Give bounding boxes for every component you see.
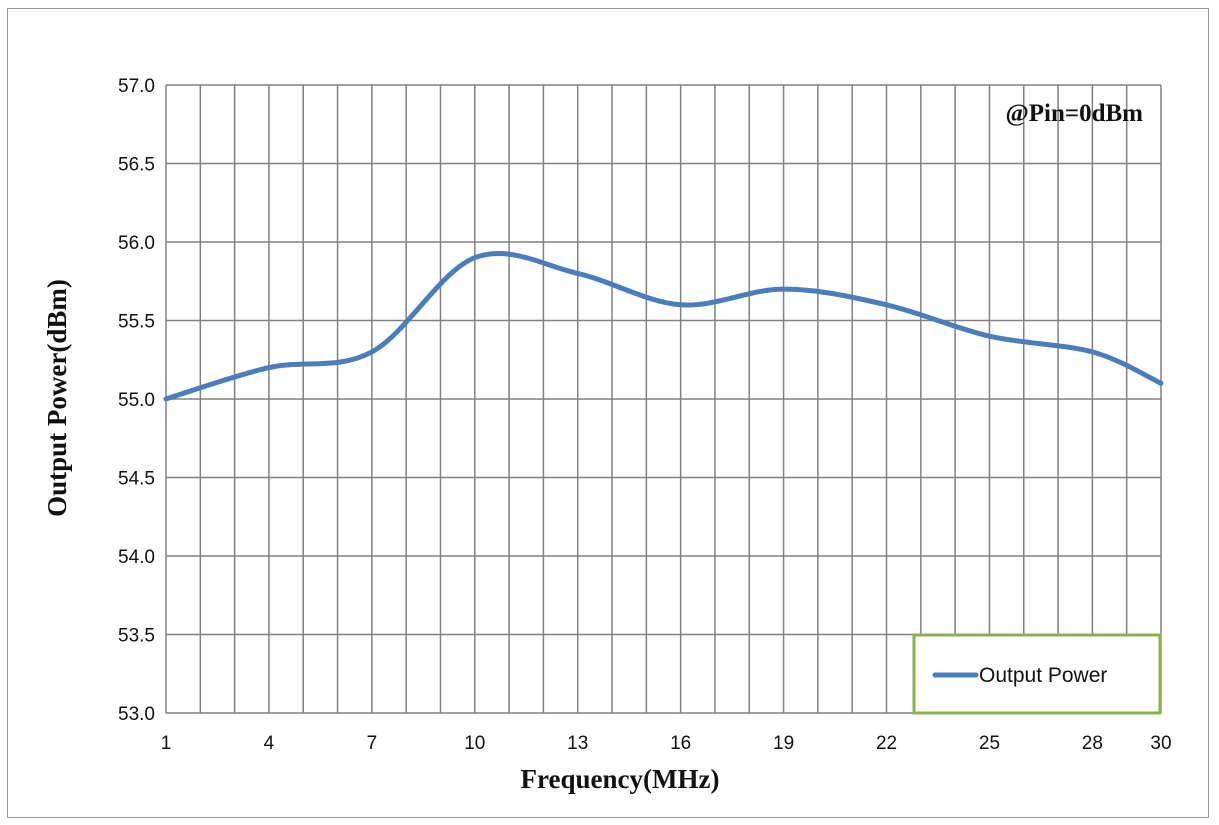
legend-label: Output Power: [979, 664, 1107, 687]
x-axis-title: Frequency(MHz): [521, 764, 720, 794]
x-tick-label: 22: [876, 733, 897, 754]
x-tick-label: 30: [1150, 733, 1171, 754]
x-tick-label: 4: [264, 733, 275, 754]
grid: [165, 84, 1162, 714]
series-layer: [163, 251, 1164, 402]
y-tick-label: 56.0: [118, 233, 155, 254]
y-tick-label: 53.5: [118, 626, 155, 647]
y-tick-label: 54.5: [118, 469, 155, 490]
y-axis-title: Output Power(dBm): [42, 279, 72, 517]
x-tick-label: 10: [464, 733, 485, 754]
x-tick-labels: 1 4 7 10 13 16 19 22 25 28 30: [161, 733, 1172, 754]
legend: Output Power: [912, 633, 1162, 715]
y-tick-label: 56.5: [118, 155, 155, 176]
y-tick-label: 57.0: [118, 76, 155, 97]
y-tick-label: 54.0: [118, 547, 155, 568]
x-tick-label: 1: [161, 733, 172, 754]
x-tick-label: 28: [1082, 733, 1103, 754]
x-tick-label: 13: [567, 733, 588, 754]
x-tick-label: 16: [670, 733, 691, 754]
y-tick-label: 53.0: [118, 704, 155, 725]
y-tick-label: 55.5: [118, 312, 155, 333]
x-tick-label: 25: [979, 733, 1000, 754]
y-tick-label: 55.0: [118, 390, 155, 411]
x-tick-label: 19: [773, 733, 794, 754]
y-tick-labels: 53.0 53.5 54.0 54.5 55.0 55.5 56.0 56.5 57.0: [118, 76, 155, 725]
x-tick-label: 7: [367, 733, 378, 754]
series-line-output-power: [163, 251, 1164, 402]
annotation-label: @Pin=0dBm: [1005, 100, 1143, 127]
